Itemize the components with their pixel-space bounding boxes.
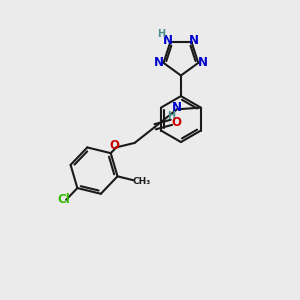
Text: N: N [189,34,199,46]
Text: N: N [163,34,173,46]
Text: N: N [172,101,182,114]
Text: O: O [110,139,120,152]
Text: Cl: Cl [57,193,70,206]
Text: H: H [157,29,165,39]
Text: O: O [172,116,182,129]
Text: N: N [154,56,164,69]
Text: N: N [198,56,208,69]
Text: H: H [167,110,175,121]
Text: CH₃: CH₃ [132,177,151,186]
